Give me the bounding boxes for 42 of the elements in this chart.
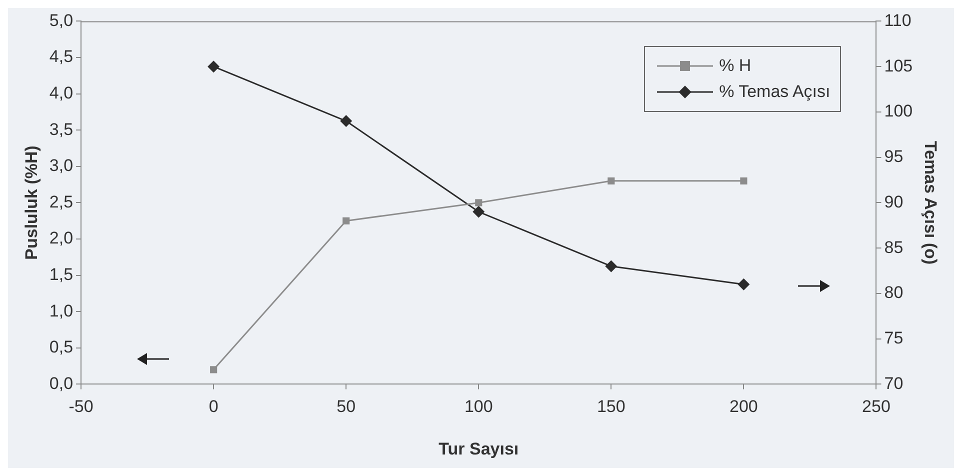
- legend-label: % Temas Açısı: [719, 81, 830, 104]
- y-tick-label: 5,0: [49, 10, 74, 30]
- y-tick-label: 2,0: [49, 228, 74, 248]
- x-tick-label: 200: [730, 397, 758, 416]
- x-tick-label: 0: [208, 397, 218, 416]
- point: [605, 260, 618, 272]
- point: [608, 177, 615, 184]
- y-tick-label: 1,5: [49, 264, 74, 284]
- point: [340, 115, 352, 128]
- y-tick-label: 3,0: [49, 156, 74, 176]
- x-tick-label: 150: [596, 397, 626, 416]
- y2-tick-label: 110: [884, 10, 912, 30]
- point: [740, 177, 748, 184]
- y2-tick-label: 80: [884, 283, 904, 302]
- y2-axis-title: Temas Açısı (o): [921, 140, 940, 265]
- point: [342, 217, 350, 224]
- x-tick-label: 250: [862, 397, 890, 416]
- point: [210, 366, 218, 374]
- y-tick-label: 1,0: [49, 301, 74, 320]
- y2-tick-label: 95: [884, 147, 904, 166]
- y2-tick-label: 105: [884, 56, 913, 76]
- legend-label: % H: [719, 55, 752, 78]
- y2-tick-label: 70: [884, 374, 904, 393]
- y-tick-label: 0,0: [49, 374, 74, 393]
- y2-tick-label: 100: [884, 102, 913, 121]
- point: [208, 60, 220, 73]
- y-tick-label: 4,0: [49, 83, 74, 102]
- y-tick-label: 0,5: [49, 338, 74, 357]
- y-tick-label: 4,5: [49, 47, 74, 66]
- point: [738, 278, 750, 290]
- y-tick-label: 2,5: [49, 192, 74, 212]
- x-tick-label: -50: [68, 397, 94, 416]
- x-tick-label: 100: [464, 397, 493, 416]
- y2-tick-label: 90: [884, 192, 904, 212]
- point: [472, 206, 485, 218]
- y2-tick-label: 85: [884, 238, 904, 257]
- x-axis-title: Tur Sayısı: [438, 439, 519, 458]
- x-tick-label: 50: [336, 397, 356, 416]
- y-axis-title: Pusluluk (%H): [22, 146, 41, 260]
- point: [475, 199, 482, 206]
- y-tick-label: 3,5: [49, 120, 74, 139]
- y2-tick-label: 75: [884, 328, 904, 348]
